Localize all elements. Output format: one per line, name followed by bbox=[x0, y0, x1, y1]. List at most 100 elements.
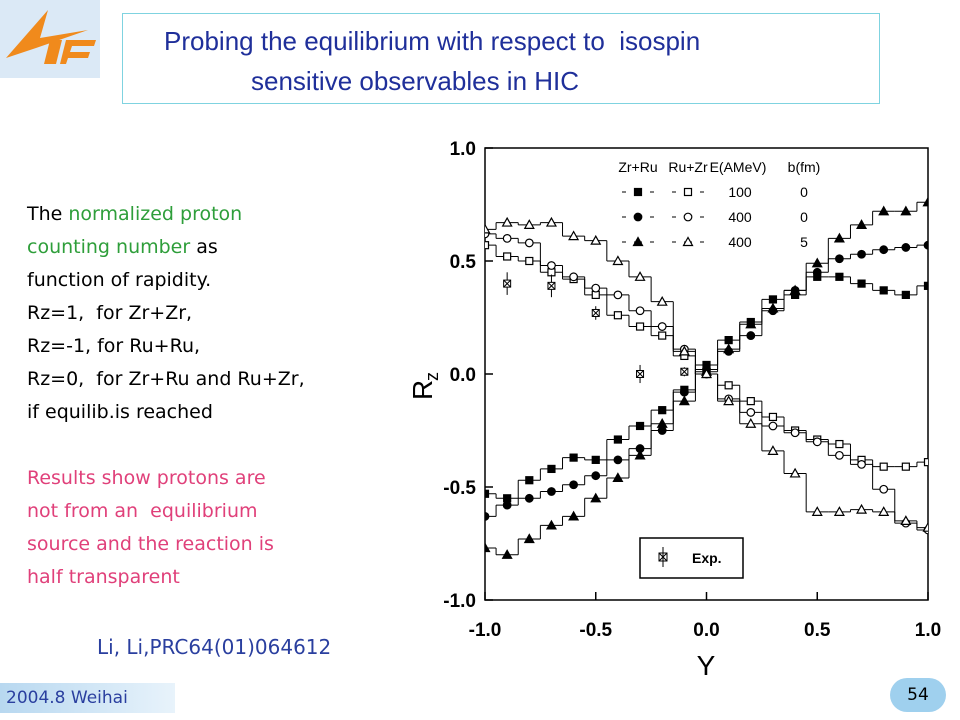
legend-symbol bbox=[682, 236, 694, 247]
exp-legend-box bbox=[639, 537, 744, 579]
data-point bbox=[811, 257, 823, 268]
data-point bbox=[635, 421, 645, 431]
y-axis-label-main: R bbox=[407, 380, 438, 400]
data-point bbox=[590, 234, 602, 245]
data-point bbox=[900, 205, 912, 216]
data-point bbox=[857, 249, 866, 259]
data-point bbox=[502, 233, 512, 243]
legend-symbol bbox=[633, 212, 643, 222]
data-point bbox=[768, 295, 778, 304]
y-axis-label: Rz bbox=[407, 372, 442, 400]
data-point bbox=[768, 421, 778, 431]
data-point bbox=[923, 458, 928, 467]
data-point bbox=[789, 467, 801, 478]
data-point bbox=[591, 455, 600, 464]
data-point bbox=[657, 322, 667, 331]
data-point bbox=[679, 387, 689, 397]
data-point bbox=[612, 255, 624, 266]
data-point bbox=[901, 462, 910, 471]
data-point bbox=[591, 471, 601, 481]
conclusion-line: not from an equilibrium bbox=[27, 500, 258, 522]
data-point bbox=[767, 302, 779, 313]
legend-symbol bbox=[632, 236, 644, 247]
data-point bbox=[768, 412, 778, 422]
data-point bbox=[502, 500, 512, 510]
data-point bbox=[634, 271, 646, 281]
data-point bbox=[591, 283, 601, 293]
data-point bbox=[879, 462, 888, 471]
title-box bbox=[122, 13, 880, 104]
data-point bbox=[613, 290, 623, 300]
data-point bbox=[678, 395, 690, 406]
legend-exp-label: Exp. bbox=[692, 550, 722, 566]
conclusion-line: half transparent bbox=[27, 566, 180, 588]
data-point bbox=[545, 216, 557, 227]
data-point bbox=[923, 281, 928, 290]
footer-bar bbox=[0, 683, 175, 713]
data-point bbox=[525, 256, 534, 266]
exp-symbol-cross bbox=[591, 309, 600, 317]
data-point bbox=[658, 406, 667, 415]
data-point bbox=[525, 476, 534, 485]
note-line: Rz=-1, for Ru+Ru, bbox=[27, 330, 305, 363]
y-tick-label: 1.0 bbox=[450, 139, 476, 160]
reference: Li, Li,PRC64(01)064612 bbox=[97, 635, 332, 659]
data-point bbox=[523, 533, 535, 544]
data-point bbox=[857, 460, 866, 469]
data-point bbox=[745, 318, 757, 329]
exp-symbol-cross bbox=[680, 367, 689, 376]
data-point bbox=[485, 542, 491, 553]
data-point bbox=[545, 519, 557, 530]
x-tick-label: 0.5 bbox=[804, 620, 831, 641]
exp-symbol-cross bbox=[503, 279, 512, 288]
data-point bbox=[658, 331, 667, 340]
data-point bbox=[569, 480, 578, 490]
data-point bbox=[657, 426, 667, 435]
data-point bbox=[485, 241, 490, 250]
data-point bbox=[656, 295, 668, 306]
data-point bbox=[835, 254, 844, 264]
note-text: normalized proton bbox=[68, 203, 243, 225]
note-line: if equilib.is reached bbox=[27, 396, 305, 429]
data-point bbox=[790, 428, 800, 438]
conclusion: Results show protons are not from an equi… bbox=[27, 462, 274, 594]
data-point bbox=[922, 521, 928, 532]
legend-b: 5 bbox=[800, 234, 808, 250]
legend-header: Ru+Zr bbox=[668, 159, 708, 175]
data-point bbox=[835, 272, 844, 281]
data-point bbox=[746, 408, 756, 417]
data-point bbox=[524, 238, 534, 248]
title-line: Probing the equilibrium with respect to … bbox=[164, 26, 701, 56]
notes: The normalized proton counting number as f… bbox=[27, 198, 305, 429]
x-tick-label: 0.0 bbox=[693, 620, 719, 641]
x-tick-label: -0.5 bbox=[579, 620, 612, 641]
note-text: The bbox=[27, 203, 69, 225]
note-line: The normalized proton bbox=[27, 198, 305, 231]
data-point bbox=[878, 506, 890, 516]
data-point bbox=[612, 472, 624, 483]
legend-energy: 400 bbox=[728, 234, 752, 250]
data-point bbox=[700, 368, 713, 379]
logo bbox=[0, 0, 100, 78]
y-tick-label: 0.0 bbox=[450, 365, 476, 386]
data-point bbox=[678, 345, 690, 356]
data-point bbox=[835, 450, 844, 460]
note-text: Rz=1, for Zr+Zr, bbox=[27, 302, 193, 324]
data-point bbox=[501, 216, 513, 227]
y-tick-label: 0.5 bbox=[450, 252, 477, 273]
legend-header: Zr+Ru bbox=[618, 159, 657, 175]
data-point bbox=[724, 336, 733, 345]
note-text: function of rapidity. bbox=[27, 269, 212, 291]
title-line: sensitive observables in HIC bbox=[251, 66, 580, 96]
data-point bbox=[590, 492, 602, 503]
data-point bbox=[878, 205, 890, 216]
data-point bbox=[923, 240, 928, 250]
page-number-badge bbox=[890, 678, 946, 712]
note-text: Rz=0, for Zr+Ru and Ru+Zr, bbox=[27, 368, 305, 390]
data-point bbox=[833, 232, 845, 243]
exp-symbol-cross bbox=[547, 282, 556, 290]
legend-header: E(AMeV) bbox=[710, 159, 767, 175]
exp-symbol-cross bbox=[636, 370, 644, 378]
